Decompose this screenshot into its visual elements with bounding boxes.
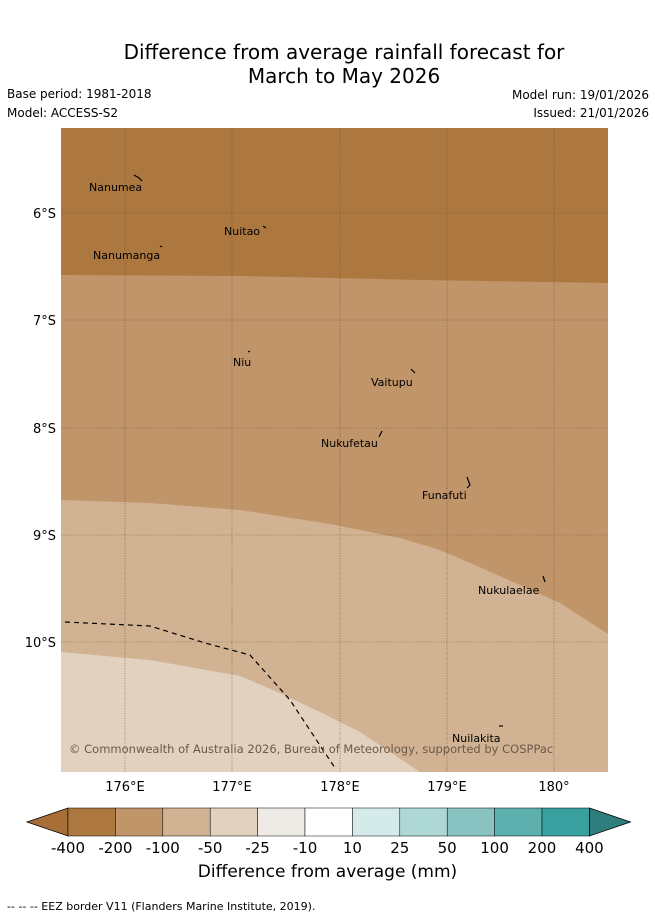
- lon-tick-179e: 179°E: [427, 780, 467, 795]
- zone-near-average: [61, 652, 420, 772]
- issued-date: Issued: 21/01/2026: [533, 106, 649, 120]
- colorbar: -400 -200 -100 -50 -25 -10 10 25 50 100 200 400: [25, 807, 632, 857]
- title-line-1: Difference from average rainfall forecas…: [123, 40, 565, 64]
- lon-tick-177e: 177°E: [212, 780, 252, 795]
- title-line-2: March to May 2026: [247, 64, 441, 88]
- colorbar-swatch: [446, 807, 495, 837]
- colorbar-swatch: [115, 807, 164, 837]
- model-run: Model run: 19/01/2026: [511, 88, 649, 102]
- colorbar-tick-label: -10: [293, 839, 318, 857]
- colorbar-swatch: [162, 807, 211, 837]
- label-niu: Niu: [233, 356, 251, 369]
- lat-tick-8s: 8°S: [33, 422, 56, 437]
- lon-tick-176e: 176°E: [105, 780, 145, 795]
- colorbar-tick-label: -50: [198, 839, 223, 857]
- colorbar-swatch: [209, 807, 258, 837]
- colorbar-swatch: [257, 807, 306, 837]
- colorbar-tick-label: 400: [575, 839, 604, 857]
- colorbar-extend-high: [589, 807, 632, 837]
- lon-tick-178e: 178°E: [320, 780, 360, 795]
- copyright-notice: © Commonwealth of Australia 2026, Bureau…: [69, 742, 553, 756]
- label-nukufetau: Nukufetau: [321, 437, 378, 450]
- colorbar-swatch: [304, 807, 353, 837]
- eez-footnote: -- -- -- EEZ border V11 (Flanders Marine…: [7, 900, 316, 913]
- colorbar-tick-label: -25: [245, 839, 270, 857]
- model-name: Model: ACCESS-S2: [7, 106, 119, 120]
- colorbar-tick-label: 200: [528, 839, 557, 857]
- label-nanumanga: Nanumanga: [93, 249, 160, 262]
- label-funafuti: Funafuti: [422, 489, 467, 502]
- label-nukulaelae: Nukulaelae: [478, 584, 540, 597]
- island-outlines: [133, 174, 546, 727]
- label-vaitupu: Vaitupu: [371, 376, 413, 389]
- island-labels: Nanumea Nuitao Nanumanga Niu Vaitupu Nuk…: [89, 181, 540, 745]
- colorbar-tick-label: 100: [480, 839, 509, 857]
- graticule: [61, 128, 608, 772]
- label-nuilakita: Nuilakita: [452, 732, 501, 745]
- colorbar-tick-label: -100: [146, 839, 180, 857]
- label-nanumea: Nanumea: [89, 181, 142, 194]
- colorbar-tick-label: 50: [438, 839, 457, 857]
- colorbar-tick-label: 25: [390, 839, 409, 857]
- colorbar-title: Difference from average (mm): [197, 862, 458, 882]
- colorbar-tick-label: 10: [343, 839, 362, 857]
- lon-axis: 176°E 177°E 178°E 179°E 180°: [105, 780, 569, 795]
- lat-tick-6s: 6°S: [33, 207, 56, 222]
- lon-tick-180: 180°: [538, 780, 569, 795]
- colorbar-swatch: [399, 807, 448, 837]
- rainfall-map: Nanumea Nuitao Nanumanga Niu Vaitupu Nuk…: [25, 128, 608, 795]
- colorbar-swatch: [352, 807, 401, 837]
- lat-tick-7s: 7°S: [33, 314, 56, 329]
- lat-axis: 6°S 7°S 8°S 9°S 10°S: [25, 207, 56, 651]
- colorbar-swatch: [541, 807, 590, 837]
- colorbar-swatch: [67, 807, 116, 837]
- label-nuitao: Nuitao: [224, 225, 260, 238]
- colorbar-tick-label: -200: [98, 839, 132, 857]
- base-period: Base period: 1981-2018: [7, 87, 152, 101]
- eez-border: [64, 621, 336, 769]
- map-title: Difference from average rainfall forecas…: [0, 40, 655, 88]
- colorbar-extend-low: [25, 807, 69, 837]
- colorbar-tick-label: -400: [51, 839, 85, 857]
- colorbar-swatch: [494, 807, 543, 837]
- lat-tick-10s: 10°S: [25, 636, 56, 651]
- lat-tick-9s: 9°S: [33, 529, 56, 544]
